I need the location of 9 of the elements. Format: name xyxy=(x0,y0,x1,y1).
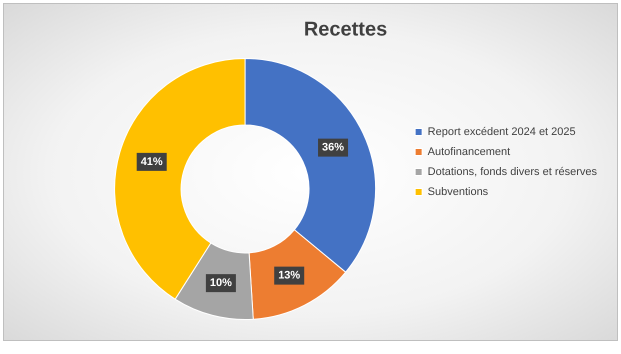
data-label: 41% xyxy=(140,156,163,168)
data-label: 13% xyxy=(278,270,300,282)
legend-label: Autofinancement xyxy=(428,146,510,158)
legend-label: Dotations, fonds divers et réserves xyxy=(428,166,598,178)
data-label: 36% xyxy=(322,142,344,154)
legend-label: Subventions xyxy=(428,186,489,198)
data-label: 10% xyxy=(210,277,232,290)
chart-title: Recettes xyxy=(304,18,388,41)
legend-label: Report excédent 2024 et 2025 xyxy=(428,126,576,138)
